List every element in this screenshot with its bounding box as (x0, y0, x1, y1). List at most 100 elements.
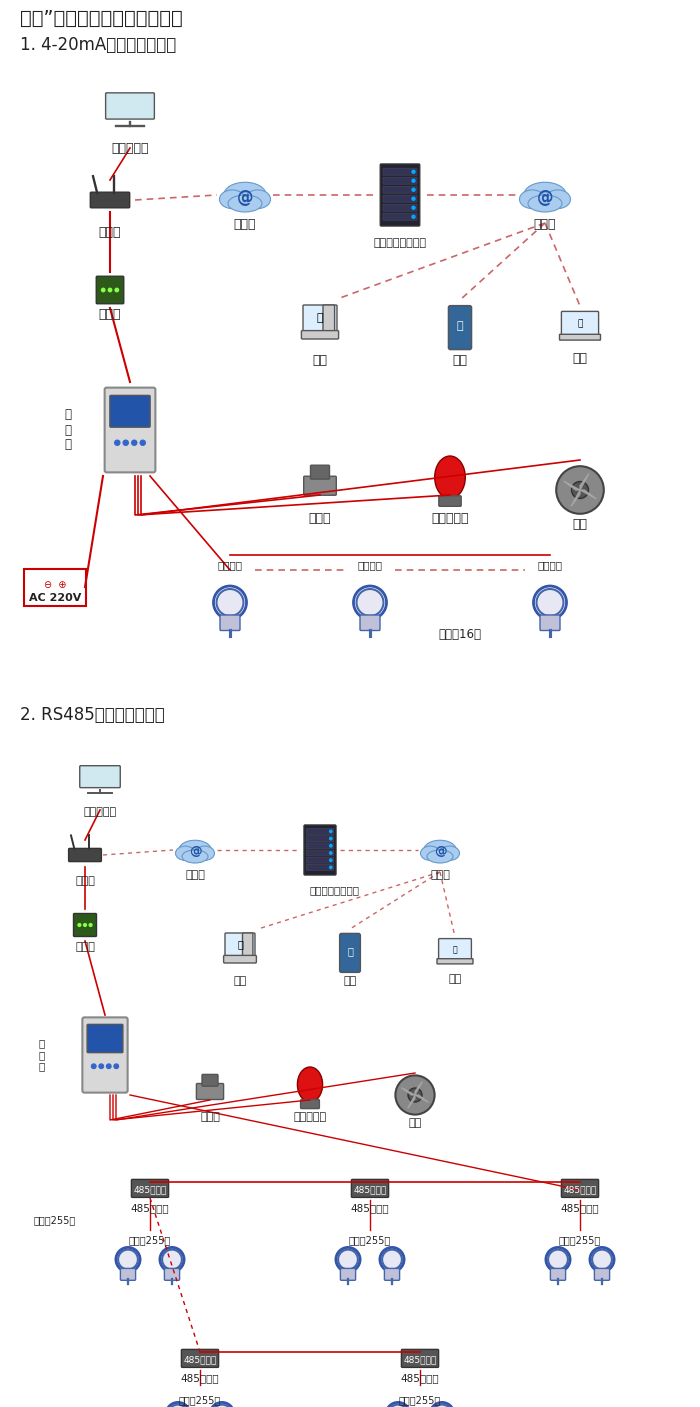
Text: 可连接255台: 可连接255台 (399, 1394, 441, 1406)
Text: 路由器: 路由器 (99, 225, 121, 239)
FancyBboxPatch shape (104, 387, 155, 473)
Ellipse shape (424, 840, 456, 860)
Circle shape (330, 837, 332, 840)
Circle shape (108, 288, 112, 291)
Circle shape (548, 1249, 568, 1269)
Circle shape (338, 1249, 358, 1269)
Text: 通
讯
线: 通 讯 线 (64, 408, 71, 452)
Circle shape (432, 1404, 452, 1407)
FancyBboxPatch shape (80, 765, 120, 788)
Circle shape (330, 844, 332, 847)
Ellipse shape (435, 456, 466, 498)
Circle shape (78, 923, 80, 926)
Text: 485中继器: 485中继器 (564, 1186, 596, 1195)
Text: 路由器: 路由器 (75, 877, 95, 886)
FancyBboxPatch shape (383, 186, 417, 193)
Text: 485中继器: 485中继器 (354, 1186, 386, 1195)
Text: 📶: 📶 (316, 312, 323, 324)
Text: 📶: 📶 (456, 321, 463, 331)
FancyBboxPatch shape (561, 311, 598, 336)
Circle shape (330, 860, 332, 861)
Text: 信号输出: 信号输出 (358, 560, 382, 570)
Text: 可连接16个: 可连接16个 (438, 629, 482, 642)
Text: 终端: 终端 (573, 352, 587, 364)
Text: 风机: 风机 (573, 519, 587, 532)
Text: 互联网: 互联网 (430, 870, 450, 879)
Text: @: @ (237, 189, 253, 207)
Text: 电脑: 电脑 (312, 353, 328, 366)
FancyBboxPatch shape (307, 836, 334, 841)
FancyBboxPatch shape (550, 1268, 566, 1280)
Polygon shape (571, 490, 580, 507)
Text: 485中继器: 485中继器 (403, 1355, 437, 1365)
Polygon shape (407, 1095, 415, 1109)
Text: 2. RS485信号连接系统图: 2. RS485信号连接系统图 (20, 706, 164, 725)
Polygon shape (402, 1088, 415, 1095)
FancyBboxPatch shape (24, 568, 86, 606)
Circle shape (412, 215, 415, 218)
Ellipse shape (220, 190, 245, 208)
FancyBboxPatch shape (164, 1268, 180, 1280)
Text: @: @ (434, 846, 447, 858)
FancyBboxPatch shape (225, 933, 255, 955)
Circle shape (92, 1064, 96, 1068)
FancyBboxPatch shape (69, 848, 102, 861)
FancyBboxPatch shape (74, 913, 97, 937)
FancyBboxPatch shape (132, 1179, 169, 1197)
Text: 可连接255台: 可连接255台 (179, 1394, 221, 1406)
FancyBboxPatch shape (594, 1268, 610, 1280)
FancyBboxPatch shape (384, 1268, 400, 1280)
Circle shape (162, 1249, 182, 1269)
FancyBboxPatch shape (340, 933, 360, 972)
Text: 485中继器: 485中继器 (181, 1373, 219, 1383)
Circle shape (395, 1075, 435, 1114)
Text: @: @ (189, 846, 202, 858)
FancyBboxPatch shape (303, 305, 337, 331)
Circle shape (99, 1064, 104, 1068)
FancyBboxPatch shape (302, 331, 339, 339)
FancyBboxPatch shape (360, 615, 380, 630)
Text: 手机: 手机 (344, 976, 356, 986)
FancyBboxPatch shape (540, 615, 560, 630)
Polygon shape (415, 1082, 422, 1095)
Text: 电脑: 电脑 (233, 976, 246, 986)
Circle shape (356, 590, 384, 616)
Polygon shape (564, 481, 580, 490)
Ellipse shape (182, 850, 208, 862)
Circle shape (83, 923, 86, 926)
Text: 📶: 📶 (347, 947, 353, 957)
Text: 📶: 📶 (578, 319, 582, 328)
Circle shape (106, 1064, 111, 1068)
FancyBboxPatch shape (439, 938, 471, 960)
Polygon shape (580, 490, 596, 499)
FancyBboxPatch shape (307, 843, 334, 848)
Ellipse shape (528, 196, 562, 212)
Ellipse shape (519, 190, 545, 208)
Text: 声光报警器: 声光报警器 (293, 1112, 327, 1121)
FancyBboxPatch shape (380, 165, 420, 227)
Ellipse shape (524, 183, 566, 208)
Circle shape (168, 1404, 188, 1407)
Circle shape (330, 851, 332, 854)
FancyBboxPatch shape (202, 1075, 218, 1086)
FancyBboxPatch shape (383, 214, 417, 221)
FancyBboxPatch shape (300, 1100, 319, 1109)
Circle shape (330, 830, 332, 833)
Text: 485中继器: 485中继器 (131, 1203, 169, 1213)
Ellipse shape (427, 850, 453, 862)
Text: 485中继器: 485中继器 (183, 1355, 216, 1365)
FancyBboxPatch shape (307, 857, 334, 862)
FancyBboxPatch shape (351, 1179, 388, 1197)
Ellipse shape (421, 846, 440, 861)
Text: 信号输出: 信号输出 (218, 560, 242, 570)
Circle shape (123, 440, 128, 445)
Text: 📶: 📶 (453, 946, 457, 954)
Text: 安帕尔网络服务器: 安帕尔网络服务器 (310, 885, 360, 895)
Text: 485中继器: 485中继器 (400, 1373, 440, 1383)
Polygon shape (415, 1095, 428, 1102)
Circle shape (89, 923, 92, 926)
FancyBboxPatch shape (323, 305, 335, 331)
FancyBboxPatch shape (307, 829, 334, 834)
Text: @: @ (537, 189, 553, 207)
Text: 485中继器: 485中继器 (351, 1203, 389, 1213)
